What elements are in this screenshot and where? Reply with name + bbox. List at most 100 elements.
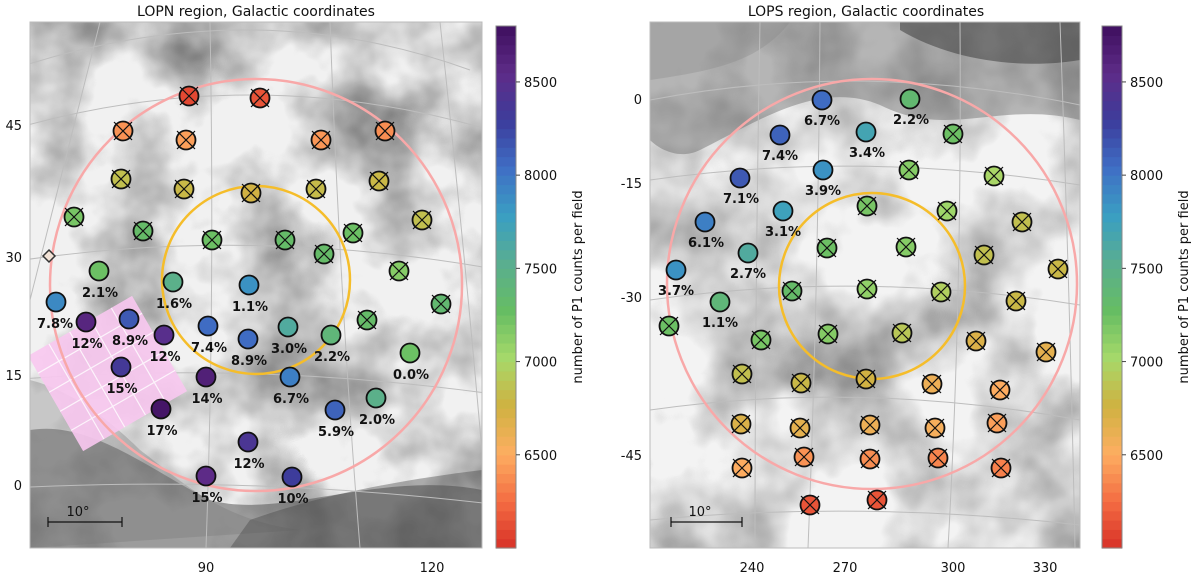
colorbar-segment [1102,352,1122,363]
colorbar-segment [1102,426,1122,437]
lops-field-crossed-cross [931,282,951,302]
colorbar-segment [496,212,516,223]
colorbar-tick-label: 7000 [1130,356,1163,371]
lopn-field [88,260,110,282]
lopn-field [110,356,132,378]
colorbar-segment [1102,128,1122,139]
colorbar-segment [496,137,516,148]
lopn-field-label: 2.1% [82,286,118,301]
lops-field-crossed-cross [922,374,942,394]
lopn-field [237,431,259,453]
colorbar-segment [496,147,516,158]
lops-field-label: 7.1% [723,192,759,207]
lopn-field [238,274,260,296]
colorbar-tick-label: 8500 [524,76,557,91]
colorbar-segment [1102,305,1122,316]
lopn-ytick-45: 45 [5,119,22,134]
lops-field-crossed-cross [867,490,887,510]
lops-field-crossed-cross [732,364,752,384]
colorbar-segment [1102,492,1122,502]
colorbar-segment [496,231,516,241]
lops-field-crossed-cross [966,331,986,351]
lops-field-crossed-cross [987,413,1007,433]
colorbar-segment [1102,501,1122,512]
colorbar-segment [1102,510,1122,521]
lops-field-crossed-cross [790,418,810,438]
lops-field-crossed-cross [860,415,880,435]
lops-field [855,121,877,143]
colorbar-segment [1102,109,1122,120]
colorbar-segment [496,91,516,102]
colorbar-segment [1102,370,1122,381]
lopn-field-label: 8.9% [231,354,267,369]
lopn-field-crossed-cross [314,244,334,264]
lops-colorbar-label: number of P1 counts per field [1177,190,1192,383]
lopn-field [197,315,219,337]
lopn-field-label: 6.7% [273,392,309,407]
colorbar-segment [496,454,516,465]
lopn-field-label: 17% [146,424,177,439]
lopn-field-crossed-cross [64,207,84,227]
colorbar-segment [496,520,516,530]
lopn-ytick-0: 0 [14,479,22,494]
lopn-field [281,466,303,488]
lopn-field-label: 12% [71,337,102,352]
lopn-field [150,398,172,420]
colorbar-segment [1102,520,1122,530]
lops-field-label: 6.7% [804,114,840,129]
lopn-scale-bar: 10° [47,505,123,527]
colorbar-segment [496,119,516,130]
lops-field-crossed-cross [659,316,679,336]
colorbar-segment [496,417,516,428]
colorbar-segment [496,35,516,46]
colorbar-segment [496,259,516,269]
colorbar-segment [1102,249,1122,260]
colorbar-segment [1102,482,1122,493]
lops-field-crossed-cross [818,324,838,344]
lops-xtick-300: 300 [941,561,966,576]
colorbar-segment [1102,165,1122,176]
lopn-field-label: 1.6% [156,297,192,312]
lops-field-crossed-cross [791,373,811,393]
colorbar-segment [496,249,516,260]
lops-field-label: 2.2% [893,113,929,128]
lopn-field-label: 15% [106,382,137,397]
lopn-field-label: 12% [233,457,264,472]
lops-field [737,242,759,264]
colorbar-segment [1102,436,1122,447]
colorbar-segment [1102,44,1122,55]
lopn-xtick-120: 120 [420,561,445,576]
lopn-field-crossed-cross [389,261,409,281]
lopn-field [365,387,387,409]
lops-field-crossed-cross [899,160,919,180]
colorbar-segment [1102,454,1122,465]
lops-outer-circle [665,77,1079,491]
lops-field [769,124,791,146]
lopn-field-crossed-cross [431,294,451,314]
colorbar-segment [496,305,516,316]
colorbar-segment [496,128,516,139]
colorbar-segment [496,81,516,92]
colorbar-segment [496,398,516,409]
lops-field-crossed-cross [817,238,837,258]
lopn-field [75,311,97,333]
lopn-field-crossed-cross [202,230,222,250]
lops-field-crossed-cross [1006,291,1026,311]
colorbar-segment [496,193,516,204]
lopn-field [153,324,175,346]
colorbar-segment [1102,119,1122,130]
lops-field [811,89,833,111]
lopn-field [45,291,67,313]
colorbar-segment [1102,259,1122,269]
lopn-xtick-90: 90 [198,561,215,576]
lopn-field-crossed-cross [343,223,363,243]
lops-field-crossed-cross [800,495,820,515]
lopn-field-label: 3.0% [271,342,307,357]
lops-field-crossed-cross [928,448,948,468]
colorbar-segment [496,53,516,64]
lopn-field-label: 8.9% [112,334,148,349]
lopn-field-crossed-cross [179,86,199,106]
colorbar-segment [1102,417,1122,428]
lopn-field-crossed-cross [412,210,432,230]
lopn-field [324,399,346,421]
